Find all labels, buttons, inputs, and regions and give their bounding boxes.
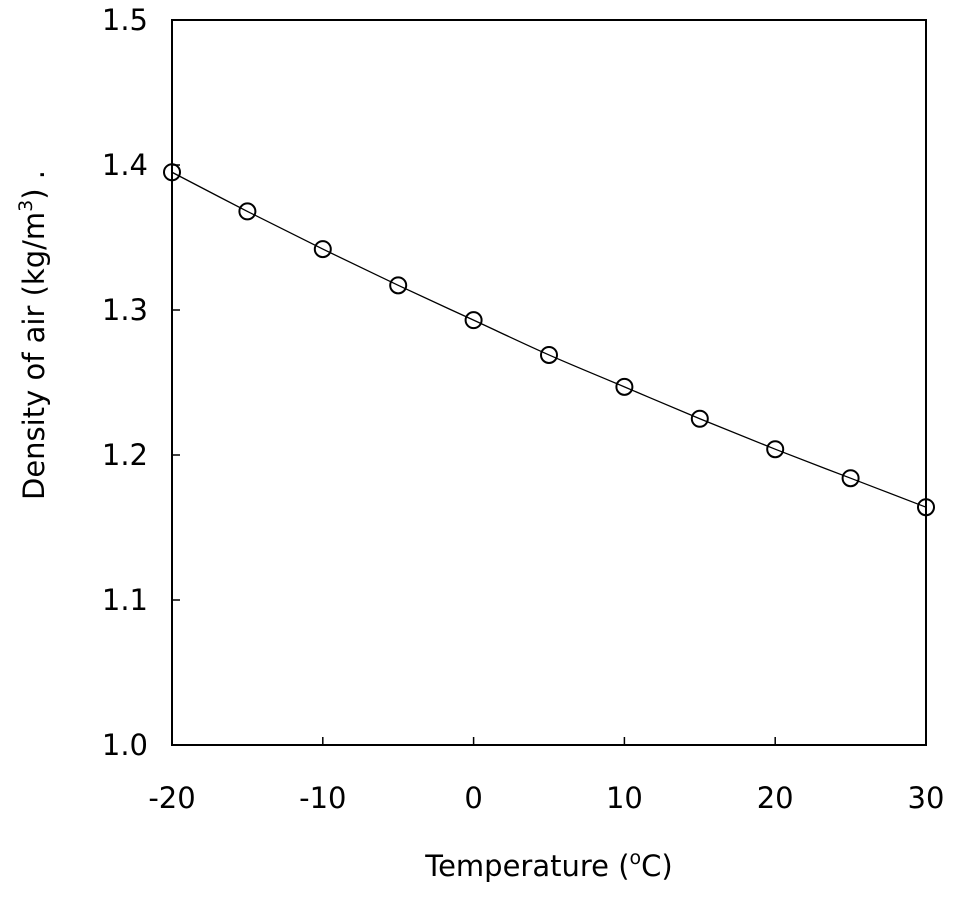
fit-curve [171, 171, 927, 508]
x-tick-label: -10 [299, 781, 346, 815]
data-point [238, 202, 257, 221]
data-point [917, 498, 935, 517]
x-tick-label: 20 [757, 781, 794, 815]
data-point [540, 345, 558, 364]
y-tick-label: 1.0 [102, 728, 148, 762]
x-tick-label: 0 [464, 781, 482, 815]
y-tick-label: 1.5 [102, 3, 148, 37]
x-axis-title: Temperature (oC) [424, 847, 672, 883]
y-tick-labels: 1.0 1.1 1.2 1.3 1.4 1.5 [102, 3, 148, 762]
data-point [766, 440, 785, 459]
data-point [841, 469, 860, 488]
tick-marks [171, 19, 927, 746]
data-point [163, 163, 181, 182]
x-tick-label: 30 [908, 781, 945, 815]
plot-frame [171, 19, 927, 746]
data-point [615, 377, 634, 396]
data-points [163, 163, 935, 517]
data-point [313, 240, 332, 259]
data-point [389, 276, 408, 295]
x-tick-labels: -20 -10 0 10 20 30 [148, 781, 944, 815]
y-tick-label: 1.4 [102, 148, 148, 182]
y-tick-label: 1.3 [102, 293, 148, 327]
y-tick-label: 1.2 [102, 438, 148, 472]
y-axis-title: Density of air (kg/m3) . [15, 170, 51, 500]
x-tick-label: -20 [148, 781, 195, 815]
x-tick-label: 10 [606, 781, 643, 815]
data-point [690, 409, 709, 428]
y-tick-label: 1.1 [102, 583, 148, 617]
data-point [464, 311, 483, 330]
